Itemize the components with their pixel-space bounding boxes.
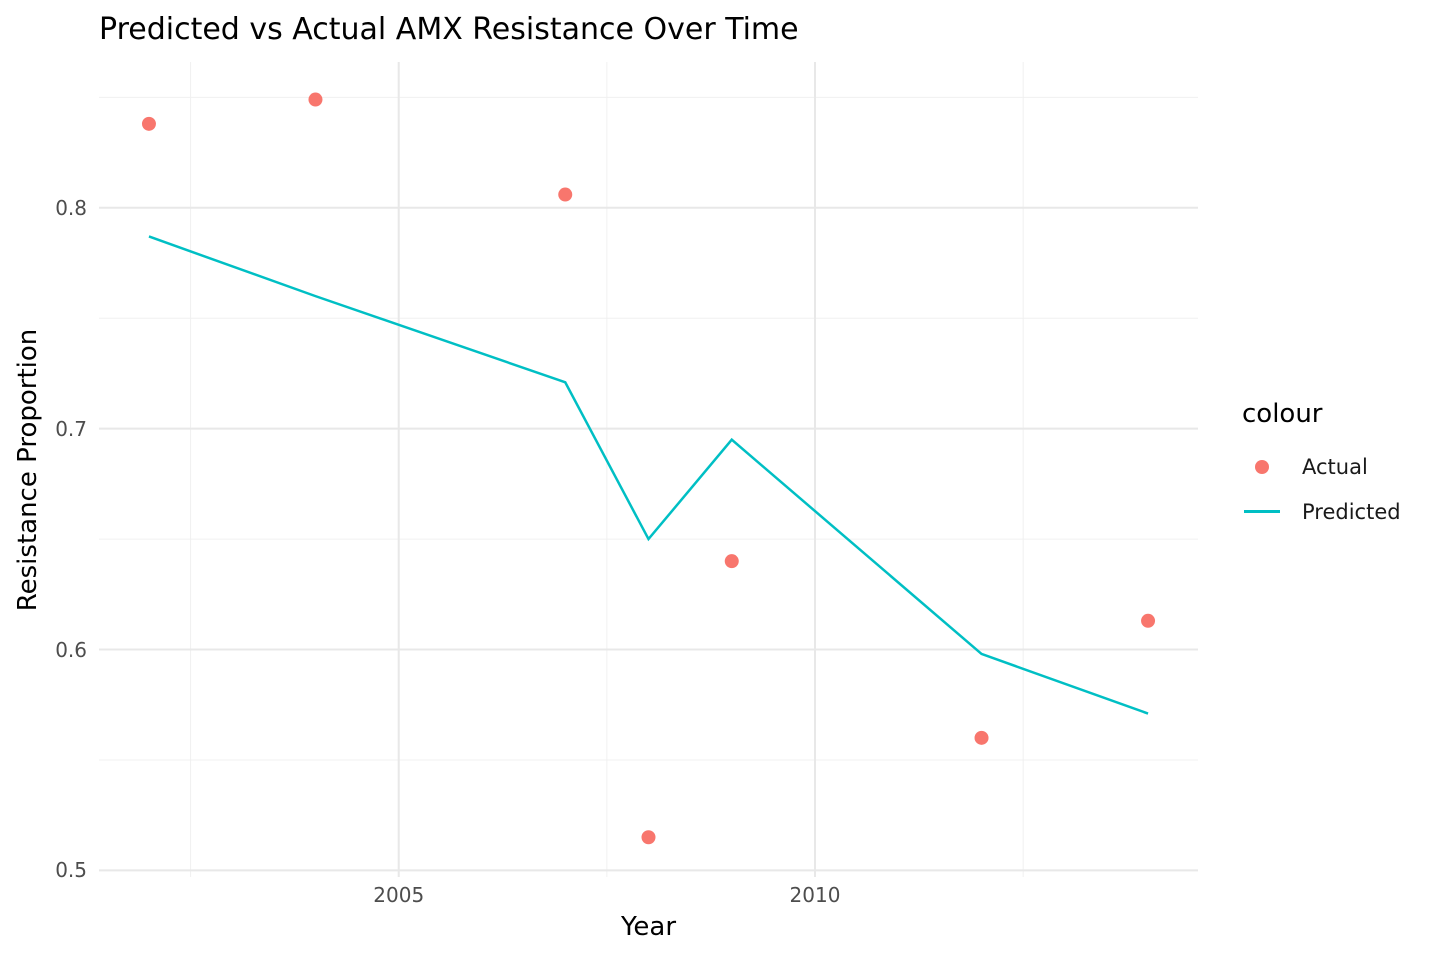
- legend: Actual Predicted: [1242, 444, 1401, 534]
- actual-point: [1141, 613, 1156, 628]
- y-tick-label: 0.7: [55, 416, 87, 441]
- legend-point-icon: [1242, 449, 1282, 485]
- y-tick-label: 0.6: [55, 637, 87, 662]
- legend-label: Predicted: [1302, 499, 1401, 524]
- actual-point: [724, 554, 739, 569]
- x-axis-title: Year: [620, 912, 677, 942]
- predicted-line: [148, 235, 1149, 715]
- x-tick-label: 2005: [373, 883, 425, 907]
- actual-point: [974, 730, 989, 745]
- y-tick-label: 0.8: [55, 195, 87, 220]
- legend-label: Actual: [1302, 454, 1368, 479]
- actual-point: [641, 830, 656, 845]
- chart-title: Predicted vs Actual AMX Resistance Over …: [99, 12, 799, 47]
- legend-line-icon: [1242, 494, 1282, 530]
- y-axis-title: Resistance Proportion: [13, 328, 43, 612]
- actual-point: [141, 116, 156, 131]
- x-tick-label: 2010: [789, 883, 841, 907]
- actual-point: [558, 187, 573, 202]
- legend-entry-actual: Actual: [1242, 444, 1401, 489]
- actual-point: [308, 92, 323, 107]
- y-tick-label: 0.5: [55, 858, 87, 883]
- legend-entry-predicted: Predicted: [1242, 489, 1401, 534]
- legend-title: colour: [1242, 399, 1323, 429]
